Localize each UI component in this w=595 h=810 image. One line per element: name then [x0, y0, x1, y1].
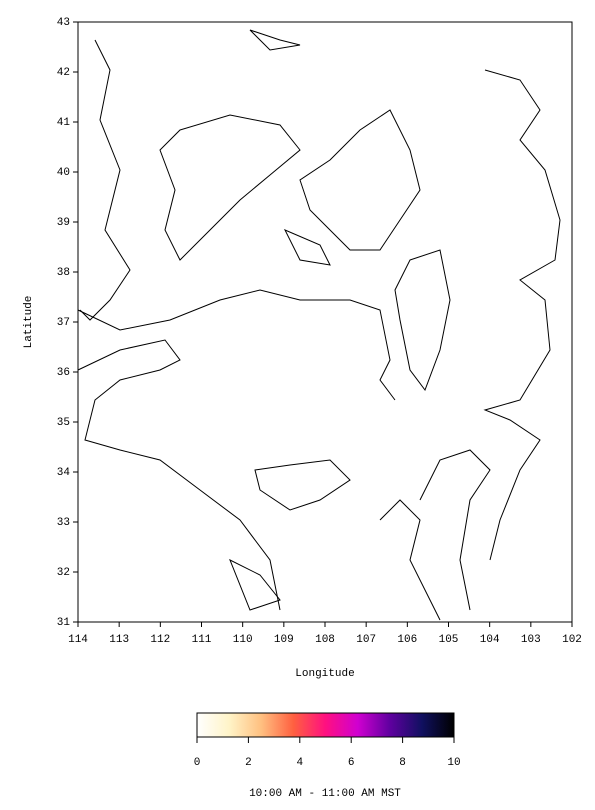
- contour: [77, 289, 396, 401]
- contour: [229, 558, 281, 611]
- x-tick-label: 114: [68, 634, 88, 646]
- y-tick-label: 31: [57, 617, 71, 629]
- x-tick-label: 104: [480, 634, 500, 646]
- x-tick-label: 105: [439, 634, 459, 646]
- x-tick-label: 110: [233, 634, 253, 646]
- contour: [283, 229, 331, 266]
- x-tick-label: 112: [150, 634, 170, 646]
- colorbar-tick-label: 0: [194, 757, 201, 769]
- contour: [299, 109, 421, 251]
- contour: [77, 339, 281, 611]
- y-tick-label: 32: [57, 567, 70, 579]
- y-tick-label: 40: [57, 167, 70, 179]
- x-tick-label: 111: [192, 634, 212, 646]
- colorbar: [196, 712, 455, 738]
- y-tick-label: 39: [57, 217, 70, 229]
- colorbar-tick-label: 8: [399, 757, 406, 769]
- y-tick-label: 36: [57, 367, 70, 379]
- colorbar-tick-label: 4: [296, 757, 303, 769]
- y-tick-label: 43: [57, 17, 70, 29]
- contour: [159, 114, 301, 261]
- y-tick-label: 42: [57, 67, 70, 79]
- x-tick-label: 102: [562, 634, 582, 646]
- y-tick-label: 38: [57, 267, 70, 279]
- contour: [249, 29, 301, 51]
- y-axis-label: Latitude: [23, 296, 35, 349]
- colorbar-tick-label: 6: [348, 757, 355, 769]
- contour: [394, 249, 451, 392]
- x-tick-label: 109: [274, 634, 294, 646]
- contour: [419, 449, 491, 611]
- y-tick-label: 33: [57, 517, 70, 529]
- caption: 10:00 AM - 11:00 AM MST: [249, 788, 401, 800]
- x-tick-label: 103: [521, 634, 541, 646]
- terrain-contours: [77, 29, 561, 621]
- colorbar-tick-label: 2: [245, 757, 252, 769]
- contour: [254, 459, 351, 511]
- x-axis-label: Longitude: [295, 668, 354, 680]
- plot-frame: [77, 21, 573, 623]
- colorbar-tick-label: 10: [447, 757, 460, 769]
- contour: [79, 39, 131, 321]
- y-tick-label: 34: [57, 467, 71, 479]
- x-tick-label: 108: [315, 634, 335, 646]
- contour: [379, 499, 441, 621]
- y-tick-label: 41: [57, 117, 71, 129]
- x-tick-label: 107: [356, 634, 376, 646]
- y-tick-label: 35: [57, 417, 70, 429]
- x-tick-label: 113: [109, 634, 129, 646]
- contour: [483, 69, 561, 561]
- y-tick-label: 37: [57, 317, 70, 329]
- x-tick-label: 106: [397, 634, 417, 646]
